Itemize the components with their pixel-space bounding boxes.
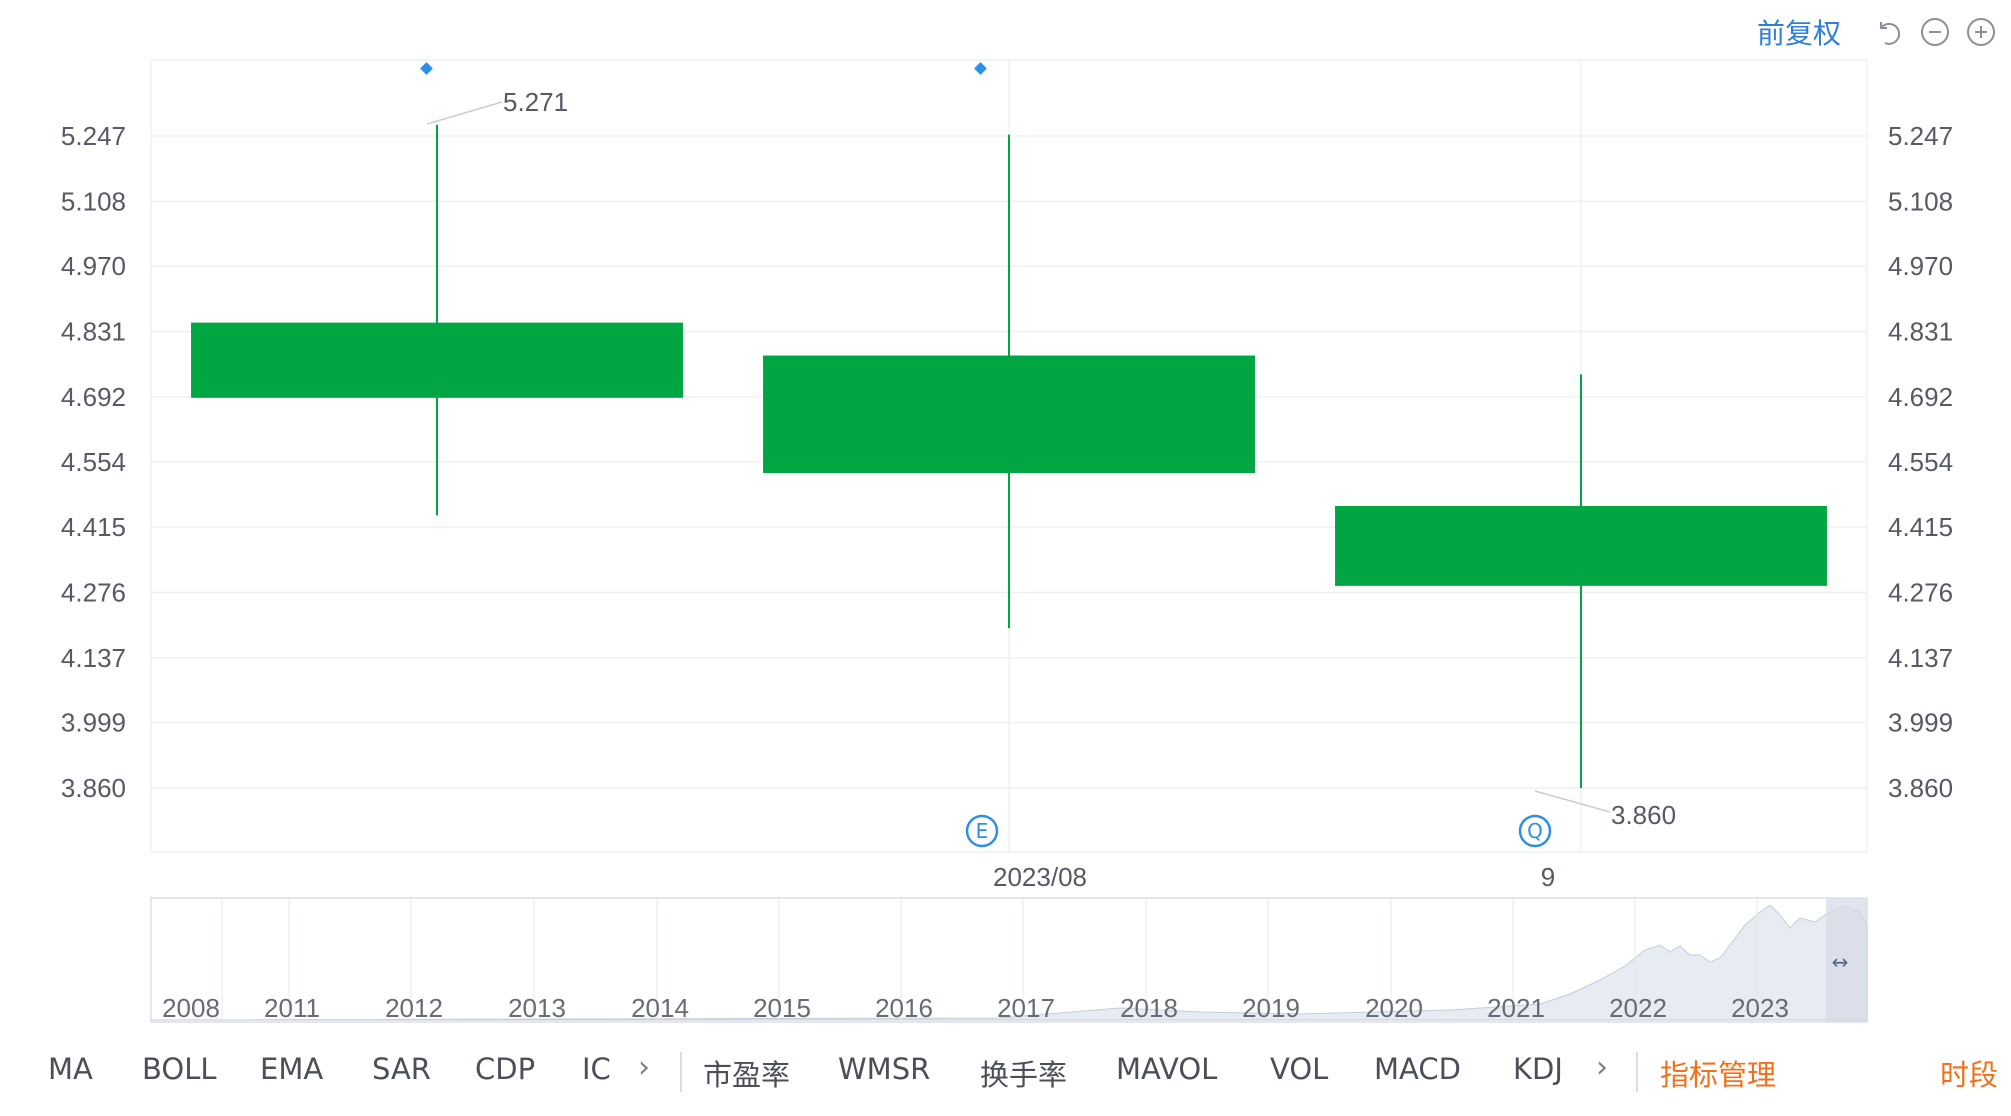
y-tick-label-right: 4.831 xyxy=(1888,317,1953,347)
price-adjust-mode[interactable]: 前复权 xyxy=(1756,17,1841,50)
annotation-layer: 5.271 3.860 E Q 2023/08 9 xyxy=(420,62,1676,892)
x-label-2023-08: 2023/08 xyxy=(993,862,1087,892)
navigator-year-label: 2015 xyxy=(753,993,811,1023)
max-price-label: 5.271 xyxy=(503,87,568,117)
y-tick-label-left: 4.415 xyxy=(61,512,126,542)
indicator-macd[interactable]: MACD xyxy=(1374,1052,1461,1086)
navigator-years: 2008 2011 2012 2013 2014 2015 2016 2017 2018 2019… xyxy=(162,898,1789,1023)
indicator-pe[interactable]: 市盈率 xyxy=(703,1058,791,1092)
indicator-divider xyxy=(680,1052,682,1092)
indicator-kdj[interactable]: KDJ xyxy=(1513,1052,1563,1086)
chevron-right-icon[interactable]: › xyxy=(638,1050,650,1085)
navigator-year-label: 2020 xyxy=(1365,993,1423,1023)
y-tick-label-left: 4.276 xyxy=(61,577,126,607)
y-axis-right: 5.247 5.108 4.970 4.831 4.692 4.554 4.415 4.276… xyxy=(1888,121,1953,803)
y-tick-label-left: 4.692 xyxy=(61,382,126,412)
indicator-sar[interactable]: SAR xyxy=(372,1052,431,1086)
y-tick-label-right: 4.970 xyxy=(1888,251,1953,281)
max-leader-line xyxy=(426,101,503,125)
candle-body xyxy=(763,355,1255,474)
candle-layer xyxy=(191,124,1827,788)
candle[interactable] xyxy=(1335,374,1827,788)
indicator-wmsr[interactable]: WMSR xyxy=(838,1052,931,1086)
period-button[interactable]: 时段 xyxy=(1940,1058,1999,1092)
y-tick-label-right: 4.692 xyxy=(1888,382,1953,412)
y-tick-label-left: 5.247 xyxy=(61,121,126,151)
event-marker-e[interactable]: E xyxy=(965,814,999,848)
x-label-9: 9 xyxy=(1541,862,1555,892)
event-marker-q-label: Q xyxy=(1527,819,1543,843)
top-dot-marker[interactable] xyxy=(420,62,433,75)
indicator-mavol[interactable]: MAVOL xyxy=(1116,1052,1218,1086)
y-tick-label-right: 4.137 xyxy=(1888,643,1953,673)
y-tick-label-right: 4.554 xyxy=(1888,447,1953,477)
candle-body xyxy=(191,322,683,398)
indicator-bar: MA BOLL EMA SAR CDP IC › 市盈率 WMSR 换手率 MA… xyxy=(0,1040,2011,1100)
y-tick-label-right: 4.415 xyxy=(1888,512,1953,542)
undo-icon[interactable] xyxy=(1873,16,1905,48)
indicator-boll[interactable]: BOLL xyxy=(142,1052,217,1086)
chart-toolbar: 前复权 xyxy=(1757,12,1997,52)
candle-body xyxy=(1335,505,1827,586)
indicator-vol[interactable]: VOL xyxy=(1270,1052,1329,1086)
event-marker-e-label: E xyxy=(976,819,989,843)
navigator-year-label: 2011 xyxy=(264,993,320,1023)
indicator-divider xyxy=(1636,1052,1638,1092)
time-navigator[interactable]: ↔ 2008 2011 2012 2013 2014 2015 2016 2017 2018 20… xyxy=(150,897,1868,1023)
y-tick-label-right: 3.999 xyxy=(1888,708,1953,738)
y-axis-left: 5.247 5.108 4.970 4.831 4.692 4.554 4.415 4.276… xyxy=(61,121,126,803)
min-leader-line xyxy=(1534,790,1611,813)
navigator-window[interactable] xyxy=(1826,898,1867,1022)
y-tick-label-left: 5.108 xyxy=(61,186,126,216)
y-tick-label-right: 3.860 xyxy=(1888,773,1953,803)
candle[interactable] xyxy=(763,134,1255,629)
navigator-year-label: 2016 xyxy=(875,993,933,1023)
navigator-year-label: 2012 xyxy=(385,993,443,1023)
y-tick-label-right: 4.276 xyxy=(1888,577,1953,607)
top-dot-marker[interactable] xyxy=(974,62,987,75)
indicator-ic[interactable]: IC xyxy=(582,1052,611,1086)
y-tick-label-left: 4.831 xyxy=(61,317,126,347)
y-tick-label-left: 4.970 xyxy=(61,251,126,281)
navigator-year-label: 2008 xyxy=(162,993,220,1023)
navigator-year-label: 2019 xyxy=(1242,993,1300,1023)
navigator-year-label: 2021 xyxy=(1487,993,1545,1023)
chevron-right-icon[interactable]: › xyxy=(1596,1050,1608,1085)
navigator-year-label: 2013 xyxy=(508,993,566,1023)
navigator-year-label: 2017 xyxy=(997,993,1055,1023)
y-tick-label-left: 3.860 xyxy=(61,773,126,803)
navigator-year-label: 2023 xyxy=(1731,993,1789,1023)
navigator-year-label: 2022 xyxy=(1609,993,1667,1023)
y-tick-label-right: 5.108 xyxy=(1888,186,1953,216)
y-tick-label-left: 3.999 xyxy=(61,708,126,738)
y-tick-label-left: 4.554 xyxy=(61,447,126,477)
candlestick-chart[interactable]: 5.247 5.108 4.970 4.831 4.692 4.554 4.415 4.276… xyxy=(0,0,2011,1030)
y-tick-label-right: 5.247 xyxy=(1888,121,1953,151)
event-marker-q[interactable]: Q xyxy=(1518,814,1552,848)
navigator-handle-icon[interactable]: ↔ xyxy=(1832,950,1849,974)
navigator-year-label: 2018 xyxy=(1120,993,1178,1023)
indicator-turnover[interactable]: 换手率 xyxy=(980,1058,1068,1092)
navigator-year-label: 2014 xyxy=(631,993,689,1023)
indicator-manage-button[interactable]: 指标管理 xyxy=(1660,1058,1777,1092)
indicator-cdp[interactable]: CDP xyxy=(475,1052,536,1086)
indicator-ema[interactable]: EMA xyxy=(260,1052,324,1086)
y-tick-label-left: 4.137 xyxy=(61,643,126,673)
candle[interactable] xyxy=(191,124,683,516)
min-price-label: 3.860 xyxy=(1611,800,1676,830)
zoom-in-icon[interactable] xyxy=(1965,16,1997,48)
zoom-out-icon[interactable] xyxy=(1919,16,1951,48)
indicator-ma[interactable]: MA xyxy=(48,1052,93,1086)
